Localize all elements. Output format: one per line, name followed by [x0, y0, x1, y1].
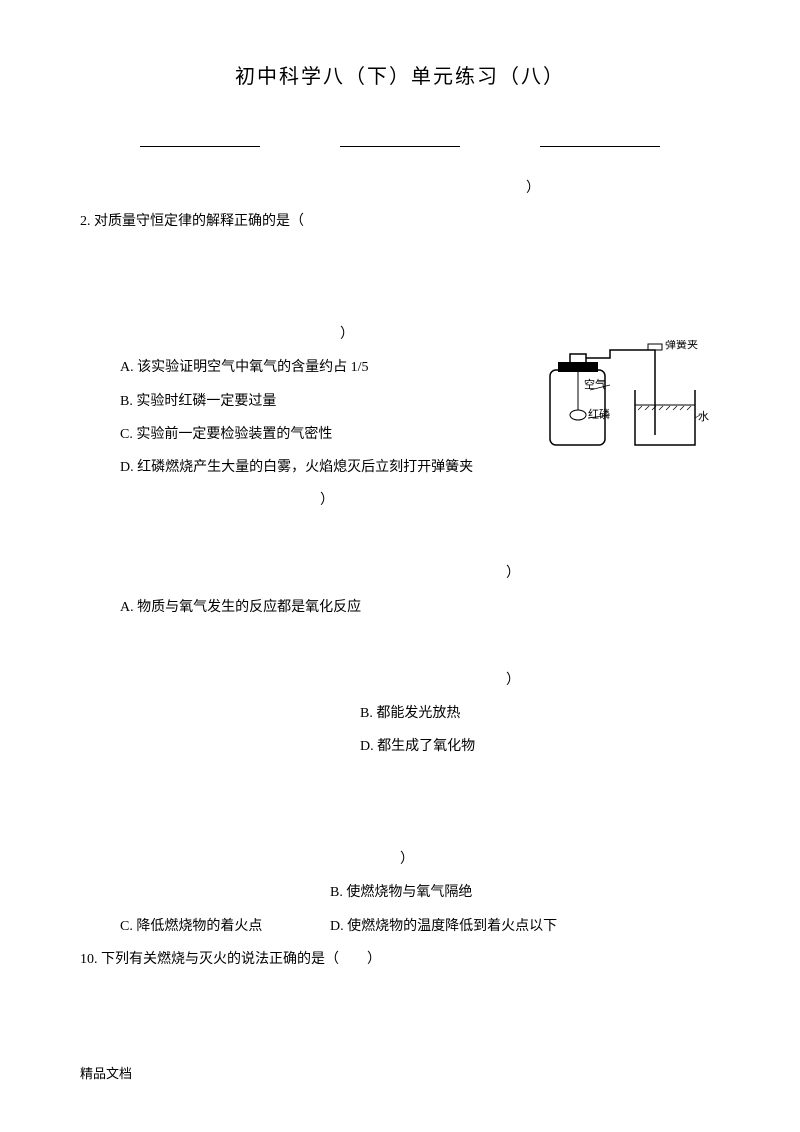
- paren-6: ）: [80, 847, 720, 872]
- paren-3: ）: [80, 488, 720, 513]
- label-spring-clamp: 弹簧夹: [665, 340, 698, 351]
- q9-option-d: D. 使燃烧物的温度降低到着火点以下: [330, 914, 557, 939]
- blank-2: [340, 129, 460, 147]
- q6-option-d: D. 都生成了氧化物: [80, 734, 720, 759]
- paren-5: ）: [80, 668, 720, 693]
- question-2: 2. 对质量守恒定律的解释正确的是（: [80, 209, 720, 234]
- blank-3: [540, 129, 660, 147]
- q5-option-a: A. 物质与氧气发生的反应都是氧化反应: [80, 595, 720, 620]
- paren-1: ）: [80, 177, 720, 197]
- label-water: 水: [698, 410, 709, 423]
- paren-4: ）: [80, 561, 720, 586]
- fill-blanks-row: [80, 129, 720, 147]
- q6-option-b: B. 都能发光放热: [80, 701, 720, 726]
- blank-1: [140, 129, 260, 147]
- question-10: 10. 下列有关燃烧与灭火的说法正确的是（ ）: [80, 947, 720, 972]
- page-title: 初中科学八（下）单元练习（八）: [80, 60, 720, 89]
- label-phosphorus: 红磷: [588, 408, 610, 421]
- footer-text: 精品文档: [80, 1063, 132, 1082]
- q9-option-b: B. 使燃烧物与氧气隔绝: [80, 880, 720, 905]
- q9-option-c: C. 降低燃烧物的着火点: [80, 914, 330, 939]
- experiment-diagram: 弹簧夹 空气 红磷 水: [540, 340, 710, 460]
